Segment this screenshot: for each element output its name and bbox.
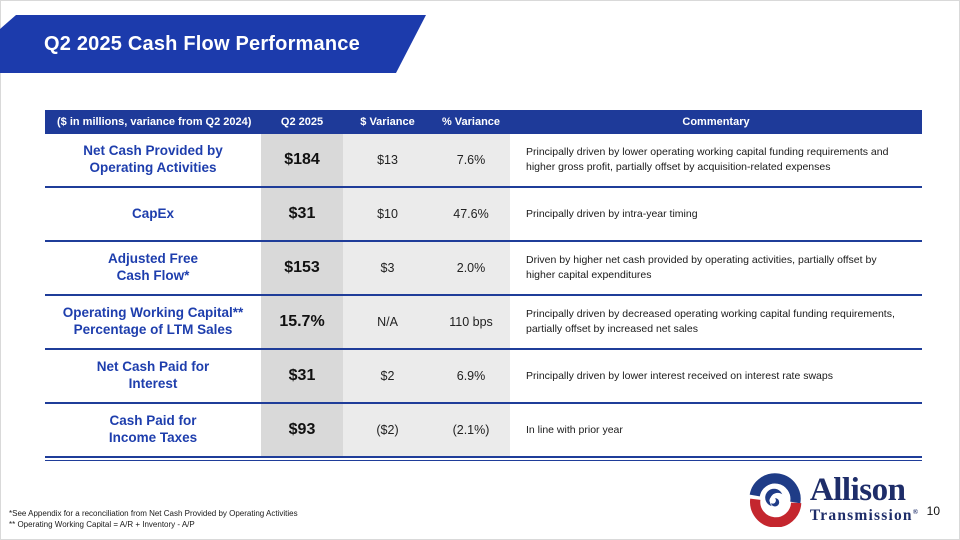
table-body: Net Cash Provided by Operating Activitie… <box>45 134 922 458</box>
logo-wordmark: Allison Transmission® <box>810 474 918 524</box>
q2-2025-value: $31 <box>261 188 343 240</box>
registered-mark: ® <box>912 508 918 517</box>
dollar-variance-value: $3 <box>343 242 432 294</box>
q2-2025-value: $93 <box>261 404 343 456</box>
logo-subtext: Transmission® <box>810 508 918 524</box>
pct-variance-value: 2.0% <box>432 242 510 294</box>
dollar-variance-value: $2 <box>343 350 432 402</box>
metric-label: Net Cash Paid for Interest <box>45 350 261 402</box>
q2-2025-value: 15.7% <box>261 296 343 348</box>
dollar-variance-value: $13 <box>343 134 432 186</box>
commentary-text: Principally driven by lower interest rec… <box>510 350 922 402</box>
header-commentary: Commentary <box>682 116 750 128</box>
dollar-variance-value: N/A <box>343 296 432 348</box>
title-banner: Q2 2025 Cash Flow Performance <box>0 15 426 73</box>
header-dollar-variance: $ Variance <box>360 116 415 128</box>
slide-title: Q2 2025 Cash Flow Performance <box>44 32 360 55</box>
table-bottom-rule <box>45 460 922 461</box>
header-metric: ($ in millions, variance from Q2 2024) <box>57 116 252 128</box>
q2-2025-value: $184 <box>261 134 343 186</box>
pct-variance-value: 110 bps <box>432 296 510 348</box>
logo-word: Allison <box>809 472 906 509</box>
commentary-text: Principally driven by decreased operatin… <box>510 296 922 348</box>
metric-label: Operating Working Capital** Percentage o… <box>45 296 261 348</box>
dollar-variance-value: ($2) <box>343 404 432 456</box>
q2-2025-value: $153 <box>261 242 343 294</box>
metric-label: Cash Paid for Income Taxes <box>45 404 261 456</box>
table-row: Cash Paid for Income Taxes $93 ($2) (2.1… <box>45 404 922 458</box>
metric-label: Net Cash Provided by Operating Activitie… <box>45 134 261 186</box>
table-row: Net Cash Provided by Operating Activitie… <box>45 134 922 188</box>
cash-flow-table: ($ in millions, variance from Q2 2024) Q… <box>45 110 922 461</box>
commentary-text: Driven by higher net cash provided by op… <box>510 242 922 294</box>
logo-sub-word: Transmission <box>809 507 913 525</box>
commentary-text: In line with prior year <box>510 404 922 456</box>
header-q2-2025: Q2 2025 <box>280 116 324 128</box>
page-number: 10 <box>926 504 940 518</box>
footnote-2: ** Operating Working Capital = A/R + Inv… <box>9 520 195 530</box>
footnote-1: *See Appendix for a reconciliation from … <box>9 508 298 518</box>
table-row: Adjusted Free Cash Flow* $153 $3 2.0% Dr… <box>45 242 922 296</box>
footnotes: *See Appendix for a reconciliation from … <box>9 508 298 531</box>
pct-variance-value: 47.6% <box>432 188 510 240</box>
dollar-variance-value: $10 <box>343 188 432 240</box>
commentary-text: Principally driven by intra-year timing <box>510 188 922 240</box>
metric-label: CapEx <box>45 188 261 240</box>
allison-logo: Allison Transmission® <box>747 471 918 527</box>
table-row: CapEx $31 $10 47.6% Principally driven b… <box>45 188 922 242</box>
commentary-text: Principally driven by lower operating wo… <box>510 134 922 186</box>
metric-label: Adjusted Free Cash Flow* <box>45 242 261 294</box>
q2-2025-value: $31 <box>261 350 343 402</box>
table-header-row: ($ in millions, variance from Q2 2024) Q… <box>45 110 922 134</box>
table-row: Net Cash Paid for Interest $31 $2 6.9% P… <box>45 350 922 404</box>
pct-variance-value: 6.9% <box>432 350 510 402</box>
pct-variance-value: (2.1%) <box>432 404 510 456</box>
pct-variance-value: 7.6% <box>432 134 510 186</box>
table-row: Operating Working Capital** Percentage o… <box>45 296 922 350</box>
allison-emblem-icon <box>749 473 802 527</box>
header-pct-variance: % Variance <box>441 116 501 128</box>
